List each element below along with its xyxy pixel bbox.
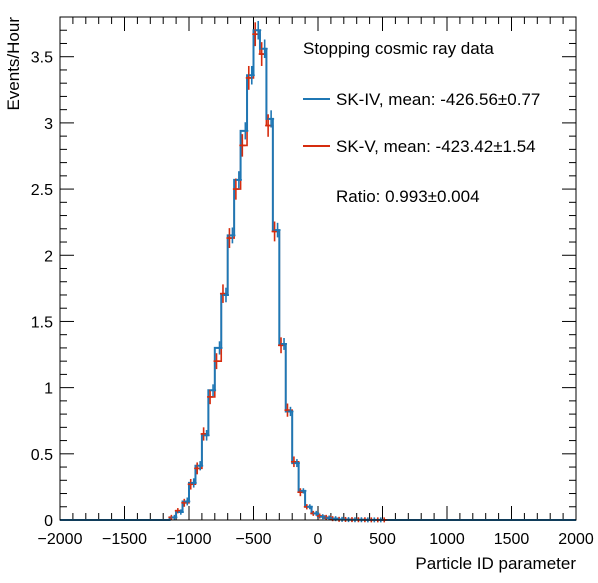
- error-bar-sk-iv: [177, 509, 184, 515]
- error-bar-sk-v: [265, 114, 272, 137]
- x-axis-label: Particle ID parameter: [415, 554, 576, 573]
- error-bar-sk-iv: [287, 406, 294, 417]
- error-bar-sk-iv: [319, 514, 326, 520]
- error-bar-sk-v: [297, 488, 304, 497]
- error-bar-sk-iv: [281, 337, 288, 350]
- error-bar-sk-iv: [184, 497, 191, 506]
- error-bar-sk-v: [239, 134, 246, 157]
- error-bar-sk-iv: [197, 461, 204, 471]
- legend-entry-sk-iv: SK-IV, mean: -426.56±0.77: [336, 90, 540, 109]
- error-bar-sk-v: [207, 389, 214, 405]
- plot-frame: [59, 16, 577, 521]
- y-tick-label: 2: [44, 248, 53, 265]
- error-bar-sk-v: [245, 65, 252, 90]
- y-tick-label: 0: [44, 513, 53, 530]
- error-bar-sk-iv: [222, 287, 229, 303]
- y-tick-label: 3: [44, 116, 53, 133]
- error-bar-sk-iv: [203, 429, 210, 441]
- error-bar-sk-v: [194, 462, 201, 475]
- error-bar-sk-iv: [293, 459, 300, 468]
- error-bar-sk-v: [232, 178, 239, 200]
- error-bar-sk-iv: [210, 384, 217, 397]
- error-bar-sk-v: [252, 22, 259, 47]
- error-bar-sk-v: [278, 337, 285, 354]
- error-bar-sk-iv: [261, 39, 268, 59]
- y-tick-label: 1.5: [31, 314, 53, 331]
- y-tick-label: 0.5: [31, 447, 53, 464]
- error-bar-sk-v: [284, 403, 291, 417]
- error-bar-sk-iv: [274, 222, 281, 238]
- y-tick-label: 2.5: [31, 182, 53, 199]
- error-bar-sk-iv: [235, 171, 242, 189]
- error-bar-sk-iv: [300, 488, 307, 494]
- error-bar-sk-iv: [190, 478, 197, 488]
- error-bar-sk-v: [187, 478, 194, 490]
- error-bar-sk-iv: [248, 65, 255, 85]
- x-tick-label: −1500: [102, 531, 147, 548]
- legend: Stopping cosmic ray data SK-IV, mean: -4…: [303, 39, 540, 206]
- x-tick-label: 1500: [494, 531, 530, 548]
- error-bar-sk-iv: [268, 110, 275, 128]
- error-bar-sk-v: [181, 498, 188, 507]
- error-bar-sk-v: [226, 228, 233, 248]
- x-tick-label: 1000: [429, 531, 465, 548]
- error-bar-sk-iv: [313, 510, 320, 516]
- x-tick-label: 0: [314, 531, 323, 548]
- x-tick-label: −1000: [167, 531, 212, 548]
- error-bar-sk-v: [258, 42, 265, 66]
- error-bar-sk-iv: [171, 514, 178, 520]
- y-tick-label: 3.5: [31, 50, 53, 67]
- y-axis-label: Events/Hour: [4, 17, 23, 111]
- y-tick-label: 1: [44, 381, 53, 398]
- error-bar-sk-v: [290, 456, 297, 468]
- error-bar-sk-iv: [242, 122, 249, 140]
- x-tick-label: 2000: [558, 531, 594, 548]
- error-bar-sk-iv: [339, 516, 346, 522]
- error-bar-sk-iv: [255, 20, 262, 40]
- error-bar-sk-v: [271, 221, 278, 242]
- ratio-annotation: Ratio: 0.993±0.004: [336, 187, 480, 206]
- error-bar-sk-v: [213, 353, 220, 370]
- error-bar-sk-iv: [216, 341, 223, 355]
- x-tick-label: −500: [235, 531, 271, 548]
- x-tick-label: −2000: [38, 531, 83, 548]
- error-bar-sk-v: [200, 427, 207, 441]
- error-bar-sk-iv: [306, 504, 313, 510]
- x-tick-label: 500: [369, 531, 396, 548]
- legend-entry-sk-v: SK-V, mean: -423.42±1.54: [336, 137, 536, 156]
- legend-header: Stopping cosmic ray data: [303, 39, 494, 58]
- error-bar-sk-v: [219, 284, 226, 303]
- error-bar-sk-iv: [229, 227, 236, 244]
